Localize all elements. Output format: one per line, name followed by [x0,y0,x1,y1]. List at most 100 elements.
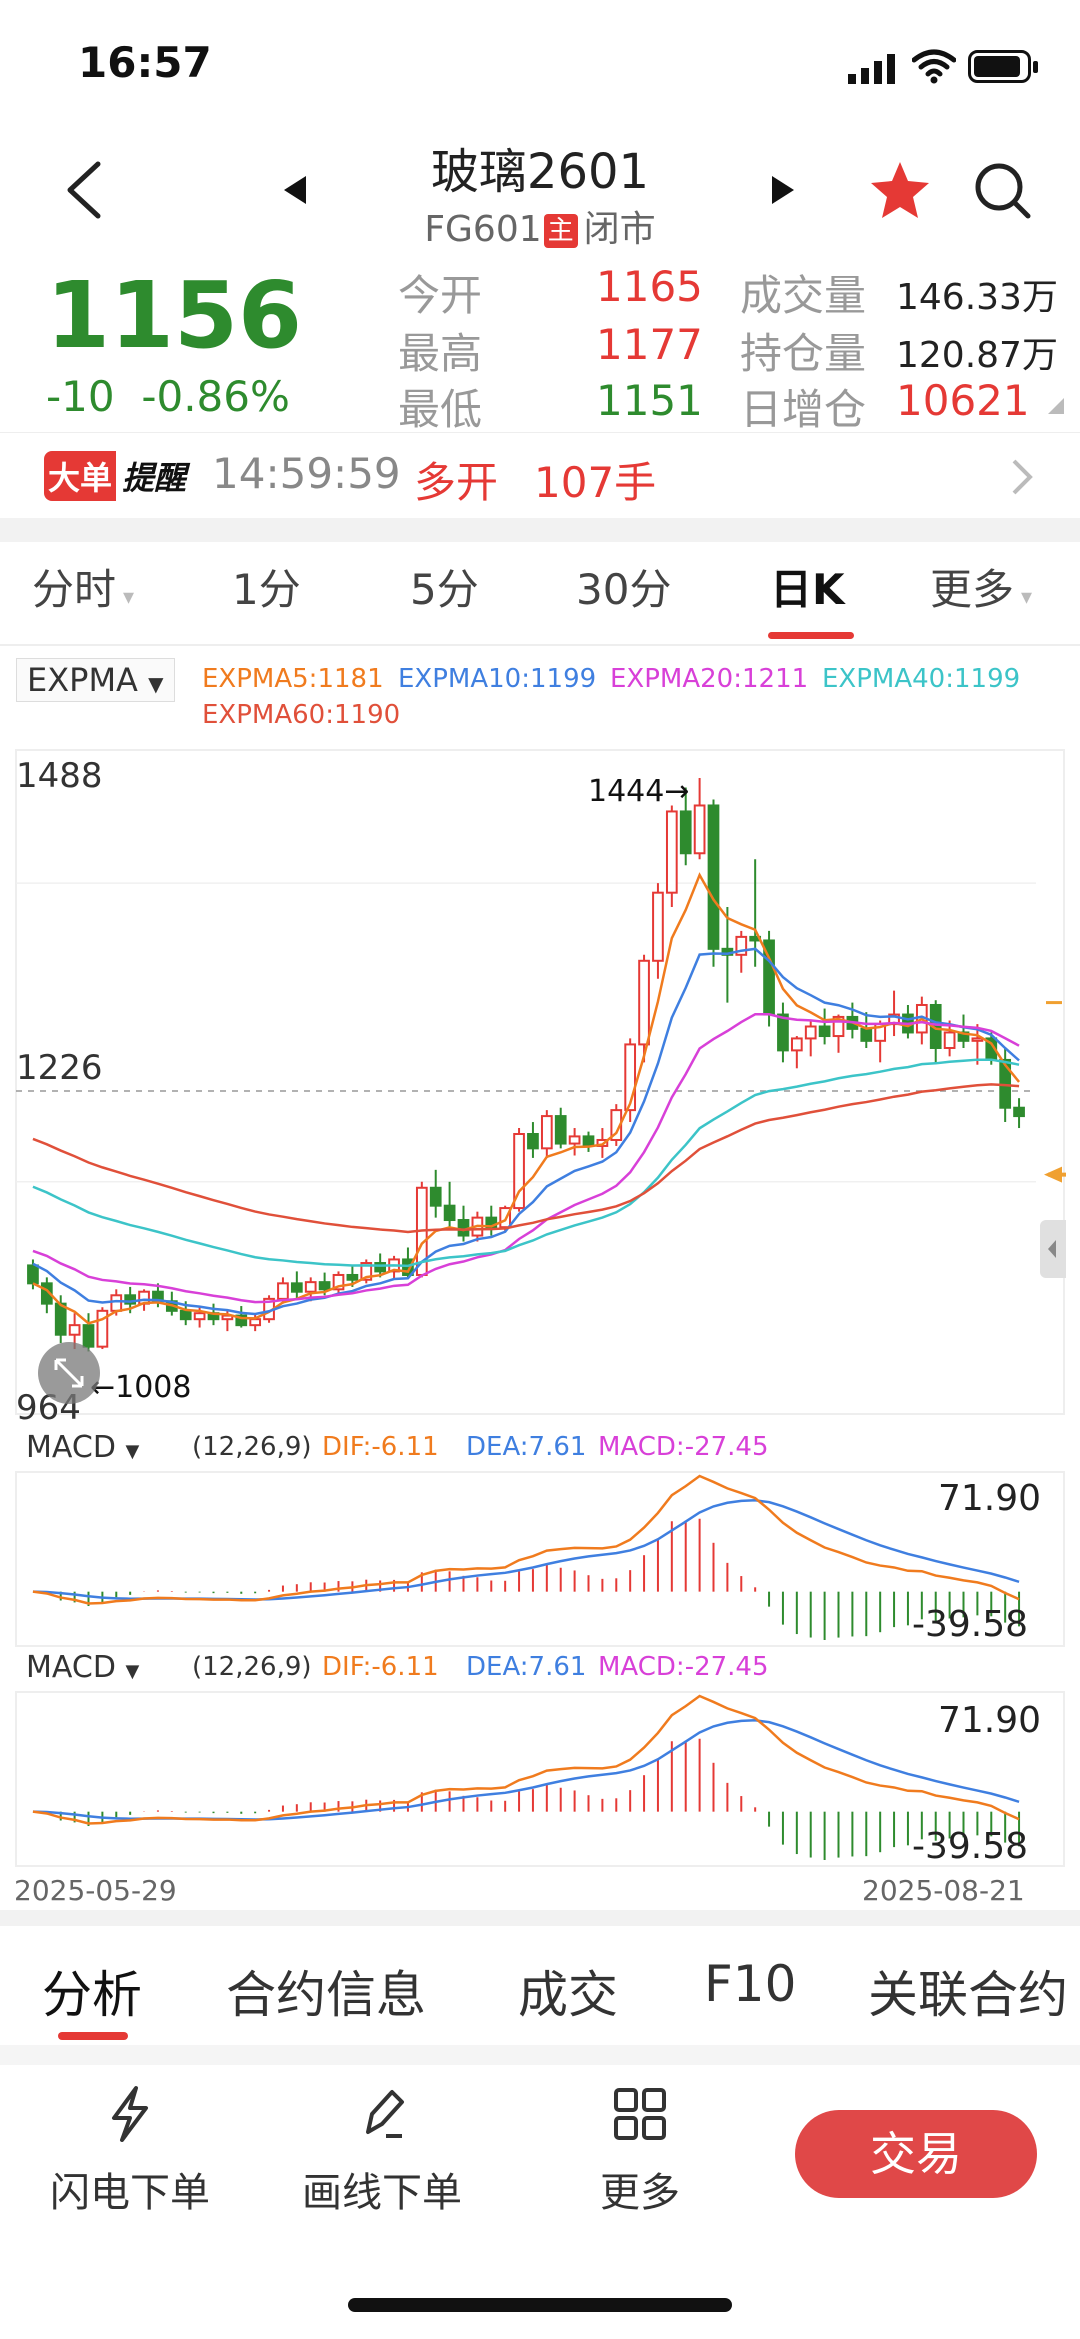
contract-code: FG601 [424,209,542,250]
tab-timeshare[interactable]: 分时 ▾ [32,565,135,614]
divider [0,2045,1080,2065]
macd-frame [15,1471,1065,1647]
change-percent: -0.86% [141,372,290,421]
volume-value: 146.33万 [896,277,1058,318]
main-indicator-selector[interactable]: EXPMA ▼ [16,658,175,702]
x-label-end: 2025-08-21 [862,1874,1025,1907]
favorite-button[interactable] [868,158,932,222]
macd1-max: 71.90 [938,1478,1042,1519]
tab-trades[interactable]: 成交 [518,1966,618,2024]
battery-icon [968,50,1040,84]
candle-body [665,810,678,894]
large-order-alert-bar[interactable]: 大单 提醒 14:59:59 多开 107手 [0,432,1080,519]
tab-related-contracts[interactable]: 关联合约 [868,1966,1068,2024]
expma5-legend: EXPMA5:1181 [202,664,384,694]
candle-body [402,1258,414,1276]
candle-body [804,1025,817,1040]
chevron-left-icon [67,161,101,219]
home-indicator[interactable] [348,2298,732,2312]
expma40-line [32,1058,1020,1268]
candle-body [318,1281,331,1291]
candle-body [27,1264,39,1285]
dea-line [32,1499,1020,1601]
wifi-icon [911,48,957,84]
expma10-line [32,947,1020,1316]
signal-icon [848,54,900,84]
clock: 16:57 [78,38,212,87]
candle-body [638,959,650,1046]
candle-body [707,804,720,950]
tab-contract-info[interactable]: 合约信息 [226,1966,426,2024]
macd2-selector[interactable]: MACD ▼ [16,1648,150,1687]
candle-body [582,1135,595,1147]
open-label: 今开 [398,271,483,320]
page-title: 玻璃2601 [430,144,650,200]
search-button[interactable] [972,160,1034,222]
oi-change-label: 日增仓 [740,385,867,434]
candle-body [374,1262,387,1273]
triangle-right-icon [772,176,794,204]
candle-body [554,1115,567,1145]
candle-body [568,1135,581,1145]
tab-5min[interactable]: 5分 [410,565,479,614]
low-value: 1151 [596,376,703,425]
candle-body [860,1027,873,1042]
lightning-icon [112,2086,148,2142]
chevron-right-icon [1012,459,1033,495]
tab-more[interactable]: 更多 ▾ [930,565,1033,614]
oi-change-value: 10621 [896,376,1030,425]
kline-chart[interactable] [0,742,1080,1422]
macd-chart-2[interactable] [0,1690,1080,1870]
candle-body [777,1013,789,1052]
active-tab-indicator [768,632,854,639]
line-order-label: 画线下单 [302,2170,462,2216]
chart-frame [15,749,1065,1415]
alert-tag-reminder: 提醒 [122,459,187,497]
next-contract-button[interactable] [768,174,798,206]
high-annotation: 1444→ [588,774,690,809]
macd-chart-1[interactable] [0,1470,1080,1650]
high-value: 1177 [596,320,703,369]
candle-body [360,1262,373,1281]
fullscreen-button[interactable] [38,1342,100,1404]
x-label-start: 2025-05-29 [14,1874,177,1907]
candle-body [179,1309,192,1321]
macd1-dea: DEA:7.61 [466,1432,587,1462]
macd1-macd: MACD:-27.45 [598,1432,769,1462]
tab-daily-k[interactable]: 日K [770,565,845,614]
prev-contract-button[interactable] [280,174,310,206]
y-label-mid: 1226 [16,1048,103,1088]
macd1-dif: DIF:-6.11 [322,1432,439,1462]
candle-body [443,1204,456,1222]
macd2-min: -39.58 [912,1826,1029,1867]
macd1-params: (12,26,9) [192,1432,312,1462]
side-drawer-handle[interactable] [1040,1220,1066,1278]
tab-30min[interactable]: 30分 [576,565,672,614]
trade-button[interactable]: 交易 [795,2110,1037,2198]
expand-corner-icon[interactable] [1046,396,1066,416]
tab-1min[interactable]: 1分 [232,565,301,614]
candle-body [652,891,664,962]
tab-f10[interactable]: F10 [704,1955,797,2013]
candle-body [110,1294,123,1312]
contract-subtitle: FG601 主闭市 [0,200,1080,252]
macd1-selector[interactable]: MACD ▼ [16,1428,150,1467]
flash-order-label: 闪电下单 [50,2170,210,2216]
candle-body [513,1133,525,1210]
alert-tag-big-order: 大单 [44,451,117,501]
candle-body [624,1043,637,1112]
candle-body [971,1037,984,1042]
expand-arrows-icon [54,1358,84,1388]
candle-body [249,1318,262,1327]
candle-body [193,1312,206,1321]
candle-body [1013,1106,1025,1118]
search-icon [975,163,1031,219]
back-button[interactable] [60,160,110,220]
tab-analysis[interactable]: 分析 [42,1966,142,2024]
triangle-left-icon [284,176,306,204]
candle-body [68,1324,81,1336]
divider [0,1910,1080,1926]
more-label: 更多 [600,2170,680,2216]
high-label: 最高 [398,329,483,378]
expma5-line [32,872,1021,1325]
